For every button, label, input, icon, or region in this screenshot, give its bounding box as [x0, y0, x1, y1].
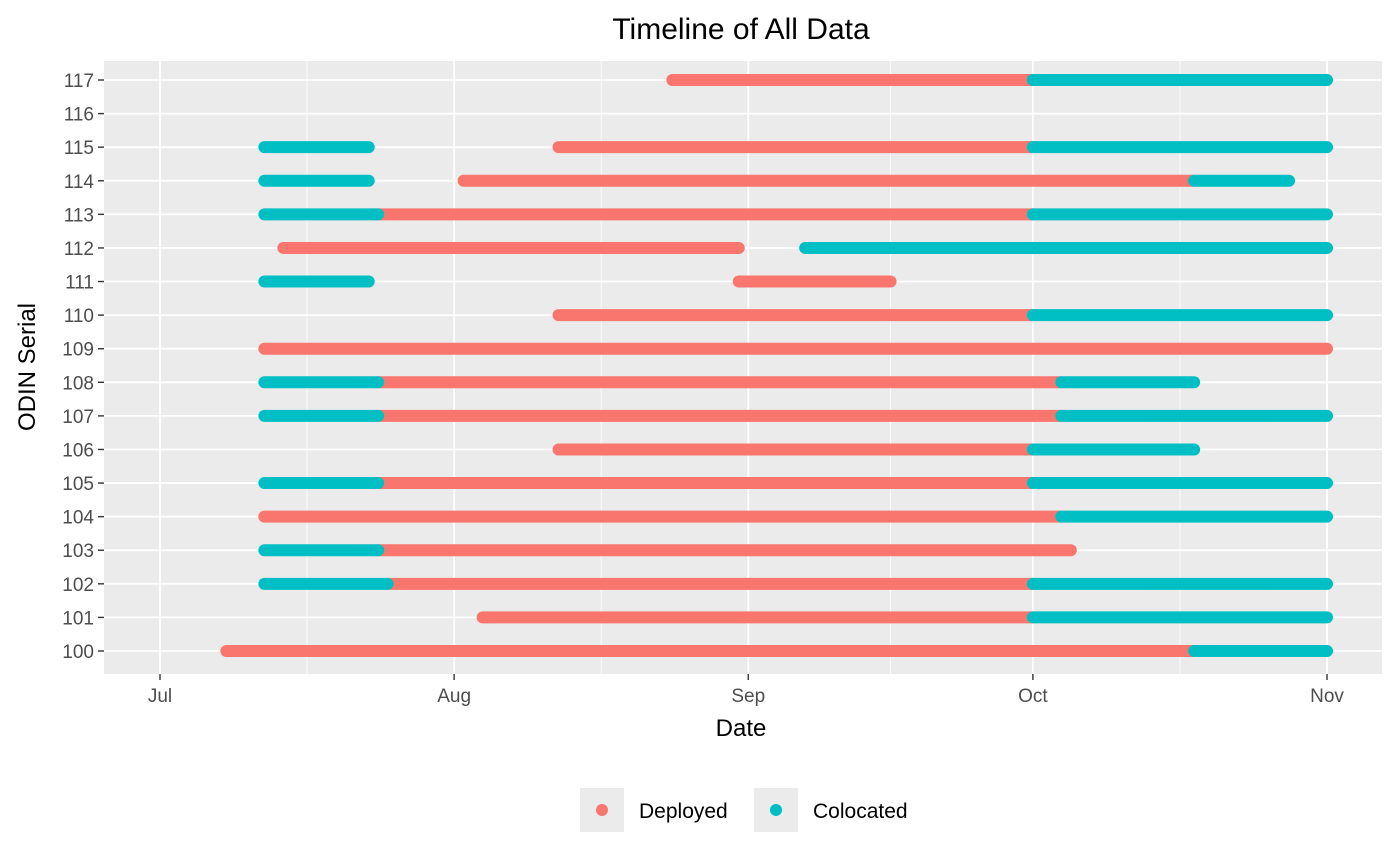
y-tick-label: 110 — [64, 306, 94, 327]
x-tick-label: Oct — [1018, 686, 1048, 707]
y-tick-label: 114 — [64, 172, 95, 193]
x-axis-title: Date — [716, 715, 767, 742]
y-tick-label: 107 — [62, 407, 94, 428]
y-tick-label: 101 — [62, 608, 94, 629]
timeline-segments — [220, 74, 1333, 657]
y-tick-label: 116 — [64, 105, 94, 126]
x-tick-label: Aug — [437, 686, 471, 707]
minor-gridlines — [306, 61, 1181, 674]
y-tick-label: 106 — [62, 440, 94, 461]
x-axis: Jul Aug Sep Oct Nov — [148, 674, 1344, 707]
y-tick-label: 104 — [62, 508, 94, 529]
y-tick-label: 102 — [62, 575, 94, 596]
x-tick-label: Sep — [731, 686, 765, 707]
y-tick-label: 100 — [62, 642, 94, 663]
plot-panel — [104, 61, 1382, 674]
chart-title: Timeline of All Data — [612, 13, 870, 46]
y-axis: 100 101 102 103 104 105 106 107 108 109 110 111 112 1… — [62, 71, 104, 663]
y-tick-label: 112 — [64, 239, 94, 260]
x-tick-label: Jul — [148, 686, 172, 707]
y-tick-label: 111 — [65, 273, 94, 294]
y-tick-label: 117 — [64, 71, 94, 92]
legend-label-deployed: Deployed — [639, 800, 728, 823]
legend-key-deployed — [596, 804, 608, 816]
legend-label-colocated: Colocated — [813, 800, 908, 823]
y-tick-label: 109 — [62, 340, 94, 361]
x-tick-label: Nov — [1310, 686, 1344, 707]
y-tick-label: 105 — [62, 474, 94, 495]
y-tick-label: 108 — [62, 373, 94, 394]
y-tick-label: 103 — [62, 541, 94, 562]
y-tick-label: 113 — [64, 205, 94, 226]
legend: Deployed Colocated — [580, 788, 908, 832]
y-tick-label: 115 — [64, 138, 94, 159]
legend-key-colocated — [770, 804, 782, 816]
y-axis-title: ODIN Serial — [14, 303, 41, 431]
